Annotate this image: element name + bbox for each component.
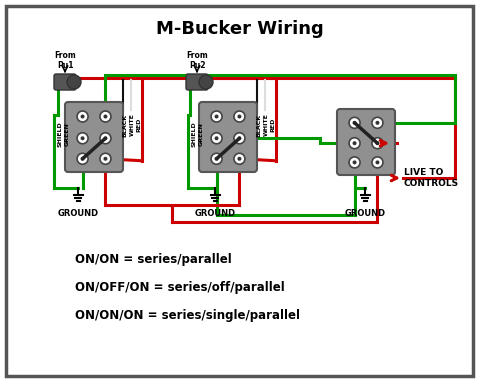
FancyBboxPatch shape — [199, 102, 257, 172]
Text: From
Pu1: From Pu1 — [54, 51, 76, 70]
Circle shape — [234, 111, 245, 122]
Circle shape — [372, 157, 383, 168]
Circle shape — [100, 153, 111, 164]
Circle shape — [211, 111, 222, 122]
Text: WHITE: WHITE — [264, 114, 268, 136]
Text: SHIELD: SHIELD — [58, 121, 62, 147]
Text: SHIELD: SHIELD — [192, 121, 196, 147]
Text: GROUND: GROUND — [194, 209, 236, 218]
Circle shape — [100, 133, 111, 144]
Circle shape — [77, 111, 88, 122]
FancyBboxPatch shape — [54, 74, 76, 90]
Circle shape — [81, 136, 84, 140]
Text: GREEN: GREEN — [64, 122, 70, 146]
FancyBboxPatch shape — [337, 109, 395, 175]
Circle shape — [104, 136, 108, 140]
Circle shape — [372, 117, 383, 128]
Circle shape — [77, 153, 88, 164]
Circle shape — [199, 75, 213, 89]
Circle shape — [349, 157, 360, 168]
Circle shape — [77, 133, 88, 144]
Text: ON/OFF/ON = series/off/parallel: ON/OFF/ON = series/off/parallel — [75, 281, 285, 294]
Circle shape — [215, 136, 218, 140]
Circle shape — [81, 157, 84, 161]
Text: GREEN: GREEN — [199, 122, 204, 146]
Text: GROUND: GROUND — [58, 209, 98, 218]
Circle shape — [238, 136, 241, 140]
Text: BLACK: BLACK — [256, 113, 262, 137]
Text: WHITE: WHITE — [130, 114, 134, 136]
Circle shape — [211, 133, 222, 144]
Circle shape — [215, 115, 218, 118]
Circle shape — [375, 141, 379, 145]
Text: RED: RED — [271, 118, 276, 132]
Circle shape — [211, 153, 222, 164]
FancyBboxPatch shape — [186, 74, 208, 90]
Text: BLACK: BLACK — [122, 113, 128, 137]
Text: ON/ON = series/parallel: ON/ON = series/parallel — [75, 253, 232, 266]
Text: LIVE TO
CONTROLS: LIVE TO CONTROLS — [404, 168, 459, 188]
Circle shape — [372, 138, 383, 149]
Circle shape — [104, 115, 108, 118]
Circle shape — [104, 157, 108, 161]
Circle shape — [215, 157, 218, 161]
Circle shape — [81, 115, 84, 118]
Circle shape — [238, 115, 241, 118]
Circle shape — [352, 141, 357, 145]
Circle shape — [100, 111, 111, 122]
Circle shape — [234, 153, 245, 164]
Text: RED: RED — [136, 118, 142, 132]
Circle shape — [238, 157, 241, 161]
Text: From
Pu2: From Pu2 — [186, 51, 208, 70]
Circle shape — [375, 121, 379, 125]
Circle shape — [375, 160, 379, 164]
Circle shape — [352, 121, 357, 125]
Text: ON/ON/ON = series/single/parallel: ON/ON/ON = series/single/parallel — [75, 309, 300, 322]
Text: M-Bucker Wiring: M-Bucker Wiring — [156, 20, 324, 38]
Text: GROUND: GROUND — [345, 209, 385, 218]
Circle shape — [67, 75, 81, 89]
FancyBboxPatch shape — [65, 102, 123, 172]
Circle shape — [349, 138, 360, 149]
Circle shape — [352, 160, 357, 164]
Circle shape — [349, 117, 360, 128]
Circle shape — [234, 133, 245, 144]
